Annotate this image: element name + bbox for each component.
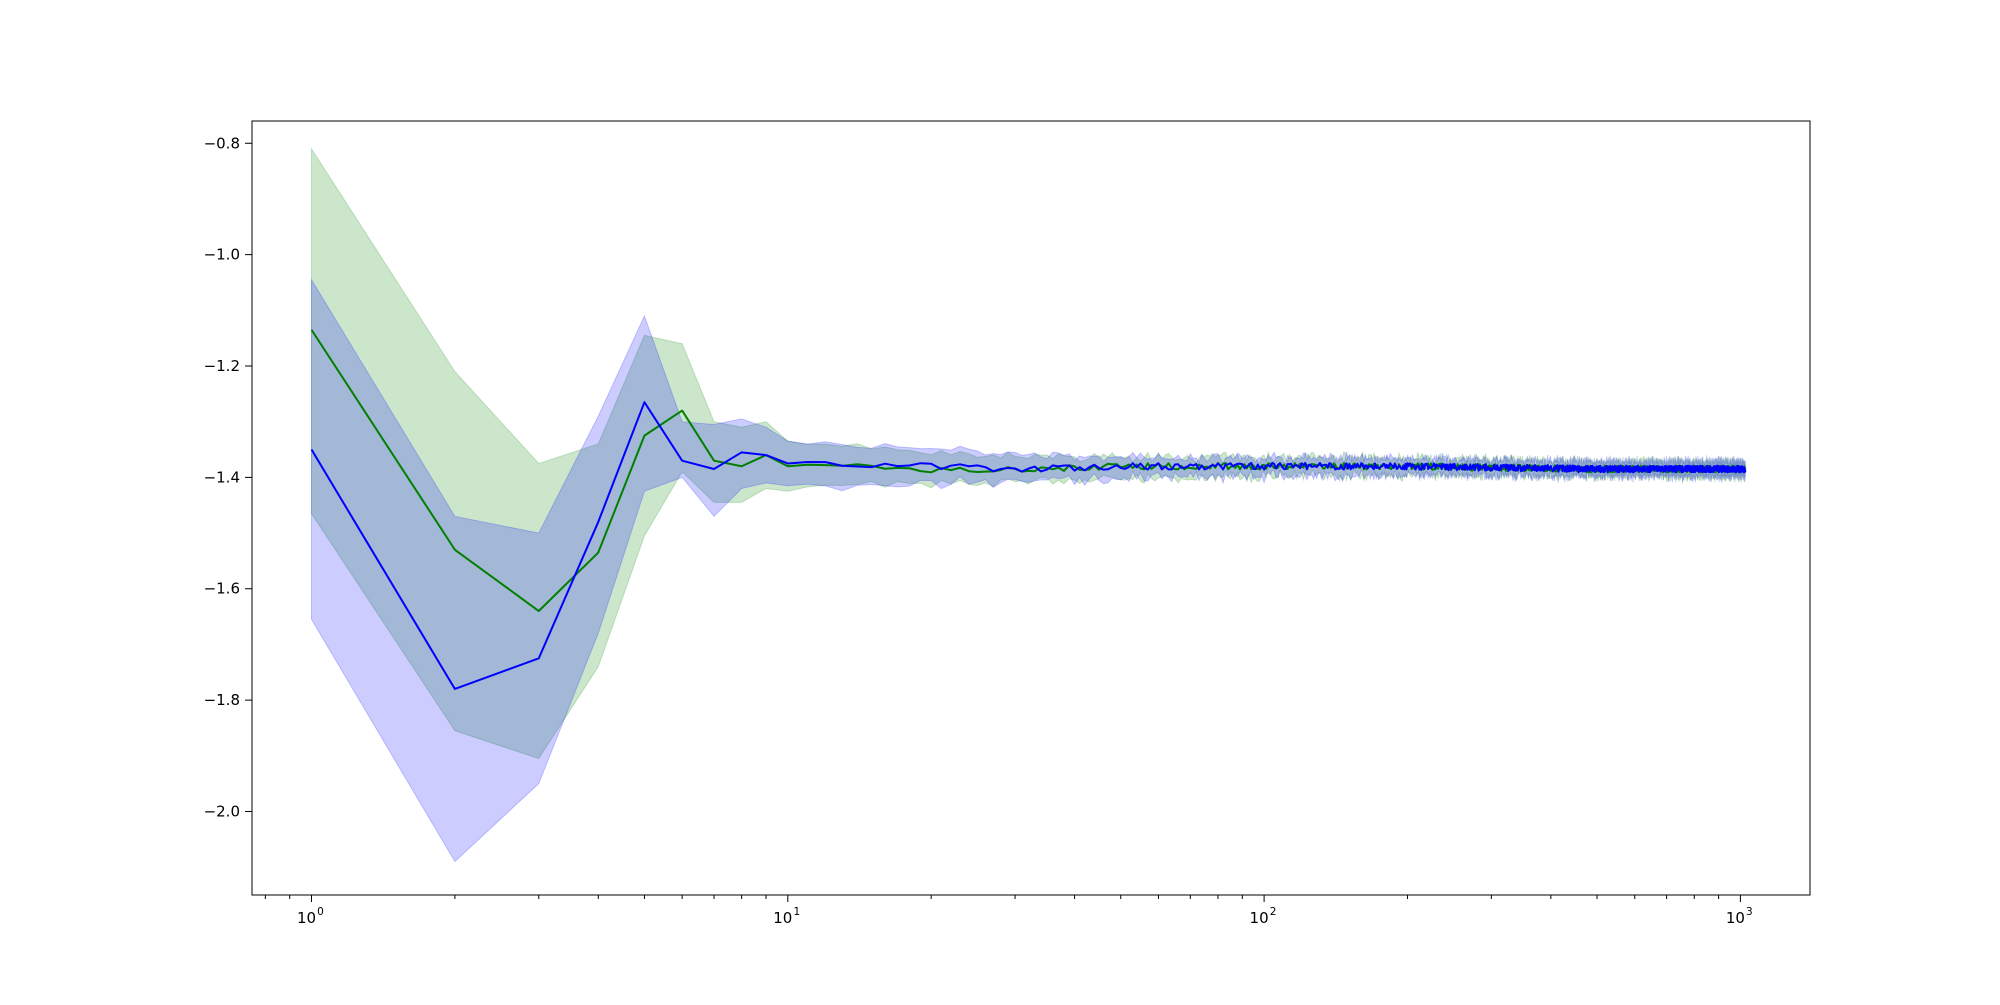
x-tick-exponent-2: 2 — [1270, 906, 1277, 918]
y-tick-label-1: −1.0 — [204, 246, 240, 264]
x-tick-exponent-1: 1 — [793, 906, 800, 918]
x-tick-exponent-0: 0 — [317, 906, 324, 918]
axes-frame — [251, 120, 1811, 896]
mean-lines — [310, 329, 1747, 690]
x-tick-label-0: 10 — [297, 909, 316, 927]
x-tick-label-1: 10 — [773, 909, 792, 927]
series-2-line — [310, 401, 1747, 690]
y-tick-label-0: −0.8 — [204, 134, 240, 152]
x-tick-label-3: 10 — [1726, 909, 1745, 927]
y-tick-label-2: −1.2 — [204, 357, 240, 375]
y-axis: −0.8 −1.0 −1.2 −1.4 −1.6 −1.8 −2.0 — [204, 134, 252, 820]
y-tick-label-6: −2.0 — [204, 802, 240, 820]
y-tick-label-4: −1.6 — [204, 580, 240, 598]
series-1-band — [311, 147, 1746, 760]
x-tick-exponent-3: 3 — [1746, 906, 1753, 918]
y-tick-label-5: −1.8 — [204, 691, 240, 709]
confidence-bands — [311, 147, 1746, 863]
y-tick-label-3: −1.4 — [204, 468, 240, 486]
x-tick-label-2: 10 — [1250, 909, 1269, 927]
series-2-band — [311, 277, 1746, 863]
x-axis: 10 0 10 1 10 2 10 3 — [264, 895, 1753, 927]
